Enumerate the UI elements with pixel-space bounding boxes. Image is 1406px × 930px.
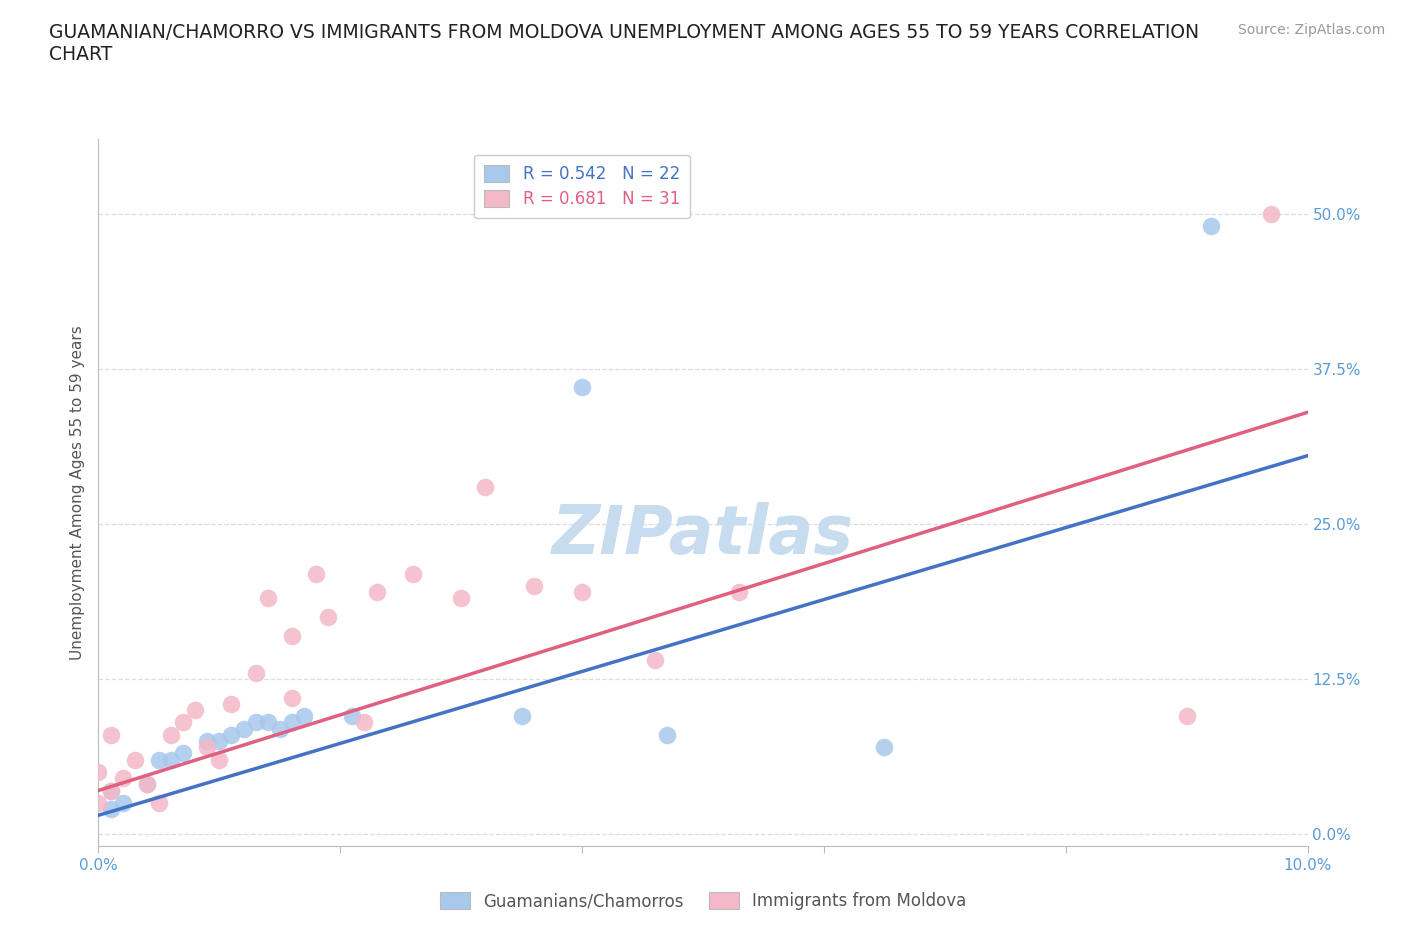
Point	[873, 739, 896, 754]
Point	[1175, 709, 1198, 724]
Legend: Guamanians/Chamorros, Immigrants from Moldova: Guamanians/Chamorros, Immigrants from Mo…	[433, 885, 973, 917]
Point	[281, 715, 304, 730]
Point	[571, 585, 593, 600]
Point	[232, 721, 254, 736]
Point	[184, 702, 207, 717]
Point	[256, 591, 278, 605]
Point	[1199, 219, 1222, 233]
Point	[148, 752, 170, 767]
Legend: R = 0.542   N = 22, R = 0.681   N = 31: R = 0.542 N = 22, R = 0.681 N = 31	[474, 155, 690, 218]
Point	[100, 727, 122, 742]
Point	[221, 697, 243, 711]
Point	[195, 739, 218, 754]
Point	[111, 771, 134, 786]
Point	[135, 777, 157, 791]
Point	[111, 795, 134, 810]
Point	[245, 715, 267, 730]
Point	[100, 783, 122, 798]
Point	[644, 653, 666, 668]
Point	[353, 715, 375, 730]
Point	[510, 709, 533, 724]
Y-axis label: Unemployment Among Ages 55 to 59 years: Unemployment Among Ages 55 to 59 years	[70, 326, 86, 660]
Point	[474, 479, 496, 494]
Point	[281, 628, 304, 643]
Point	[256, 715, 278, 730]
Point	[87, 764, 110, 779]
Point	[160, 727, 183, 742]
Point	[523, 578, 546, 593]
Point	[100, 783, 122, 798]
Point	[195, 734, 218, 749]
Point	[450, 591, 472, 605]
Point	[402, 566, 425, 581]
Point	[571, 380, 593, 395]
Point	[269, 721, 291, 736]
Point	[292, 709, 315, 724]
Point	[245, 665, 267, 680]
Point	[305, 566, 328, 581]
Point	[366, 585, 388, 600]
Point	[172, 715, 194, 730]
Point	[655, 727, 678, 742]
Point	[135, 777, 157, 791]
Point	[342, 709, 364, 724]
Point	[208, 734, 231, 749]
Point	[728, 585, 751, 600]
Point	[124, 752, 146, 767]
Point	[100, 802, 122, 817]
Point	[160, 752, 183, 767]
Point	[148, 795, 170, 810]
Point	[221, 727, 243, 742]
Point	[1260, 206, 1282, 221]
Text: Source: ZipAtlas.com: Source: ZipAtlas.com	[1237, 23, 1385, 37]
Text: ZIPatlas: ZIPatlas	[553, 502, 853, 568]
Point	[87, 795, 110, 810]
Point	[316, 609, 339, 624]
Point	[172, 746, 194, 761]
Text: GUAMANIAN/CHAMORRO VS IMMIGRANTS FROM MOLDOVA UNEMPLOYMENT AMONG AGES 55 TO 59 Y: GUAMANIAN/CHAMORRO VS IMMIGRANTS FROM MO…	[49, 23, 1199, 64]
Point	[208, 752, 231, 767]
Point	[281, 690, 304, 705]
